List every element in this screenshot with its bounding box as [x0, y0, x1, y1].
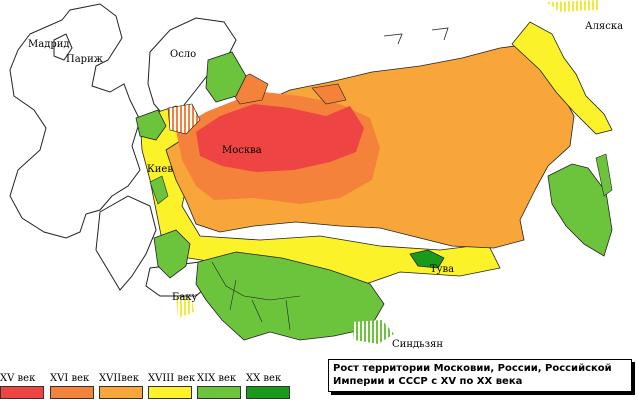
caption-line-1: Рост территории Московии, России, Россий…	[333, 363, 612, 374]
region-xix-finland	[205, 51, 247, 103]
legend-label: XVI век	[50, 373, 90, 384]
city-moscow: Москва	[222, 145, 262, 156]
region-xix-bessarabia	[149, 175, 169, 205]
legend-swatch	[246, 386, 290, 399]
region-xix-poland	[135, 109, 167, 141]
map-caption: Рост территории Московии, России, Россий…	[328, 359, 632, 392]
city-tuva: Тува	[430, 264, 455, 275]
legend-swatch	[99, 386, 143, 399]
legend-swatch	[148, 386, 192, 399]
legend: XV век XVI век XVIIвек XVIII век XIX век…	[0, 372, 300, 401]
region-xviii-baltic	[167, 103, 201, 135]
region-xix-caucasus	[153, 229, 191, 279]
city-xinjiang: Синдьзян	[392, 339, 444, 350]
legend-swatch	[0, 386, 44, 399]
city-baku: Баку	[172, 292, 198, 303]
europe-outline	[9, 3, 141, 239]
islands-north	[383, 27, 449, 45]
internal-borders	[211, 261, 301, 331]
region-xx-tuva	[409, 249, 445, 269]
legend-label: XVIII век	[148, 373, 196, 384]
region-alaska	[546, 0, 600, 12]
city-kiev: Киев	[147, 164, 173, 175]
region-xviii-chukotka	[511, 21, 613, 135]
city-oslo: Осло	[170, 49, 197, 60]
region-xix-central-asia	[195, 251, 385, 341]
region-xix-far-east	[547, 163, 613, 257]
legend-label: XVIIвек	[99, 373, 140, 384]
legend-swatch	[197, 386, 241, 399]
legend-label: XV век	[0, 373, 36, 384]
british-isles-outline	[53, 33, 73, 61]
balkans-outline	[95, 195, 157, 291]
legend-label: XX век	[246, 373, 282, 384]
region-baku-hatch	[176, 296, 194, 318]
region-xix-sakhalin	[595, 153, 613, 197]
city-madrid: Мадрид	[28, 39, 70, 50]
legend-label: XIX век	[197, 373, 237, 384]
legend-swatch	[50, 386, 94, 399]
region-xvi-north-2	[311, 83, 347, 105]
region-xv	[196, 104, 364, 172]
city-alaska: Аляска	[585, 21, 624, 32]
city-paris: Париж	[66, 54, 103, 65]
region-xinjiang-hatch	[352, 320, 394, 344]
caption-line-2: Империи и СССР с XV по XX века	[333, 376, 523, 387]
